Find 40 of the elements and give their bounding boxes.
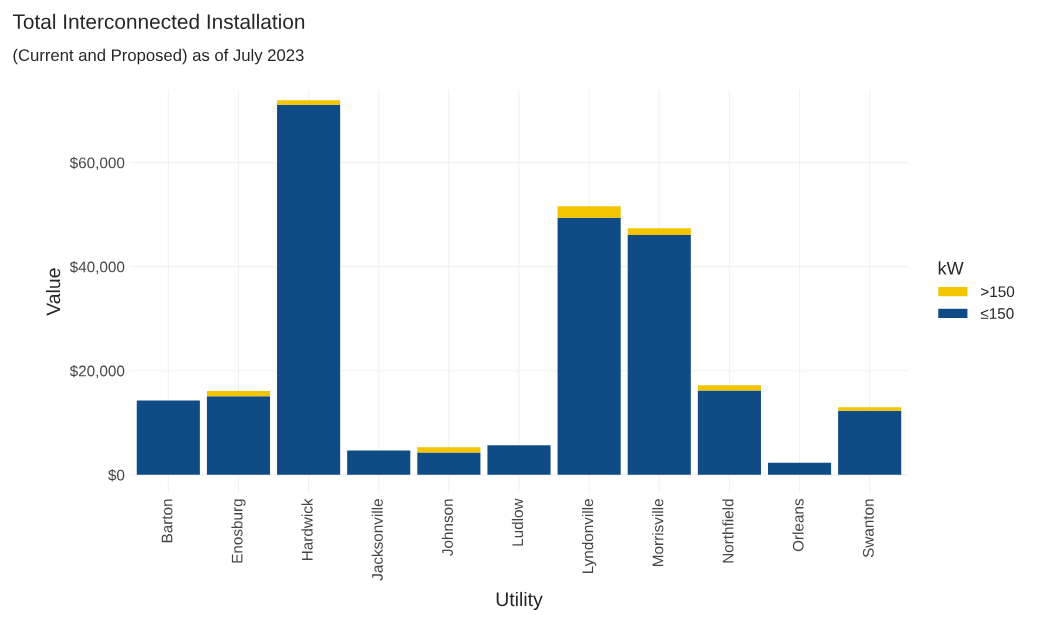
bar — [627, 234, 691, 475]
x-tick-label: Hardwick — [301, 498, 313, 560]
x-tick-label: Northfield — [722, 499, 734, 563]
bar — [136, 400, 200, 475]
bar — [627, 228, 691, 235]
x-tick-label: Jacksonville — [371, 499, 383, 581]
x-tick-label: Enosburg — [231, 499, 246, 563]
y-tick-label: $0 — [108, 469, 125, 482]
bar — [557, 217, 621, 475]
bar — [277, 100, 341, 105]
bar — [767, 462, 832, 475]
bar — [277, 104, 341, 475]
bar — [206, 396, 271, 475]
chart-subtitle: (Current and Proposed) as of July 2023 — [13, 48, 304, 65]
y-tick-label: $20,000 — [69, 364, 125, 379]
bar — [697, 385, 761, 391]
bar — [347, 450, 411, 475]
y-axis-title: Value — [45, 268, 61, 316]
bar — [557, 206, 621, 218]
legend-label: ≤150 — [980, 308, 1014, 319]
bar — [206, 391, 271, 397]
x-tick-label: Johnson — [441, 499, 453, 556]
x-tick-label: Orleans — [792, 498, 804, 552]
x-tick-label: Ludlow — [511, 498, 524, 546]
chart-title: Total Interconnected Installation — [12, 13, 305, 30]
x-tick-label: Morrisville — [652, 499, 664, 566]
bar — [697, 390, 761, 475]
bar — [417, 452, 481, 475]
bar — [838, 410, 902, 475]
y-tick-label: $40,000 — [69, 260, 125, 275]
x-tick-label: Swanton — [862, 499, 874, 558]
x-tick-label: Lyndonville — [582, 499, 597, 574]
legend-title: kW — [938, 261, 964, 275]
bar — [417, 447, 481, 453]
bar — [838, 407, 902, 411]
bar — [487, 445, 551, 475]
legend-label: >150 — [981, 286, 1015, 298]
y-tick-label: $60,000 — [69, 156, 125, 171]
x-axis-title: Utility — [496, 591, 543, 611]
x-tick-label: Barton — [161, 499, 173, 543]
